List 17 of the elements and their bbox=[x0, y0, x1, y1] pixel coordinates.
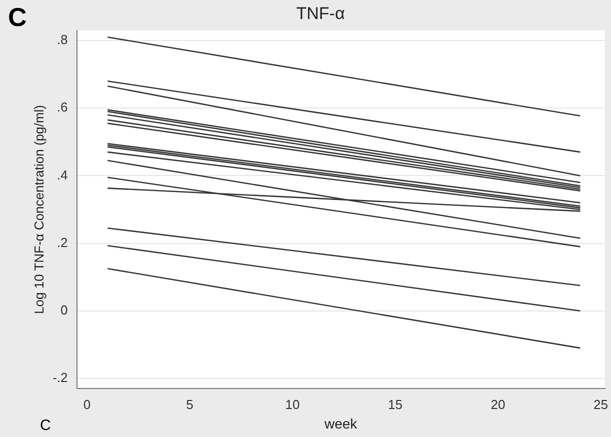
x-tick-label: 20 bbox=[490, 396, 506, 412]
y-tick-label: .6 bbox=[56, 100, 68, 115]
x-tick-label: 25 bbox=[594, 396, 608, 412]
y-axis-title: Log 10 TNF-α Concentration (pg/ml) bbox=[31, 105, 46, 314]
y-tick-label: .4 bbox=[56, 167, 68, 182]
x-tick-label: 15 bbox=[388, 396, 403, 412]
text: C bbox=[40, 417, 51, 434]
y-tick-label: .2 bbox=[56, 234, 68, 250]
y-tick-label: .8 bbox=[56, 32, 68, 48]
x-tick-label: 5 bbox=[186, 396, 194, 412]
y-tick-label: -.2 bbox=[52, 370, 68, 386]
text: C bbox=[8, 2, 27, 32]
y-tick-label: 0 bbox=[60, 302, 68, 318]
x-axis-title: week bbox=[323, 415, 358, 432]
x-tick-label: 0 bbox=[83, 396, 91, 412]
x-tick-label: 10 bbox=[285, 396, 300, 412]
chart-title: TNF-α bbox=[296, 4, 345, 23]
